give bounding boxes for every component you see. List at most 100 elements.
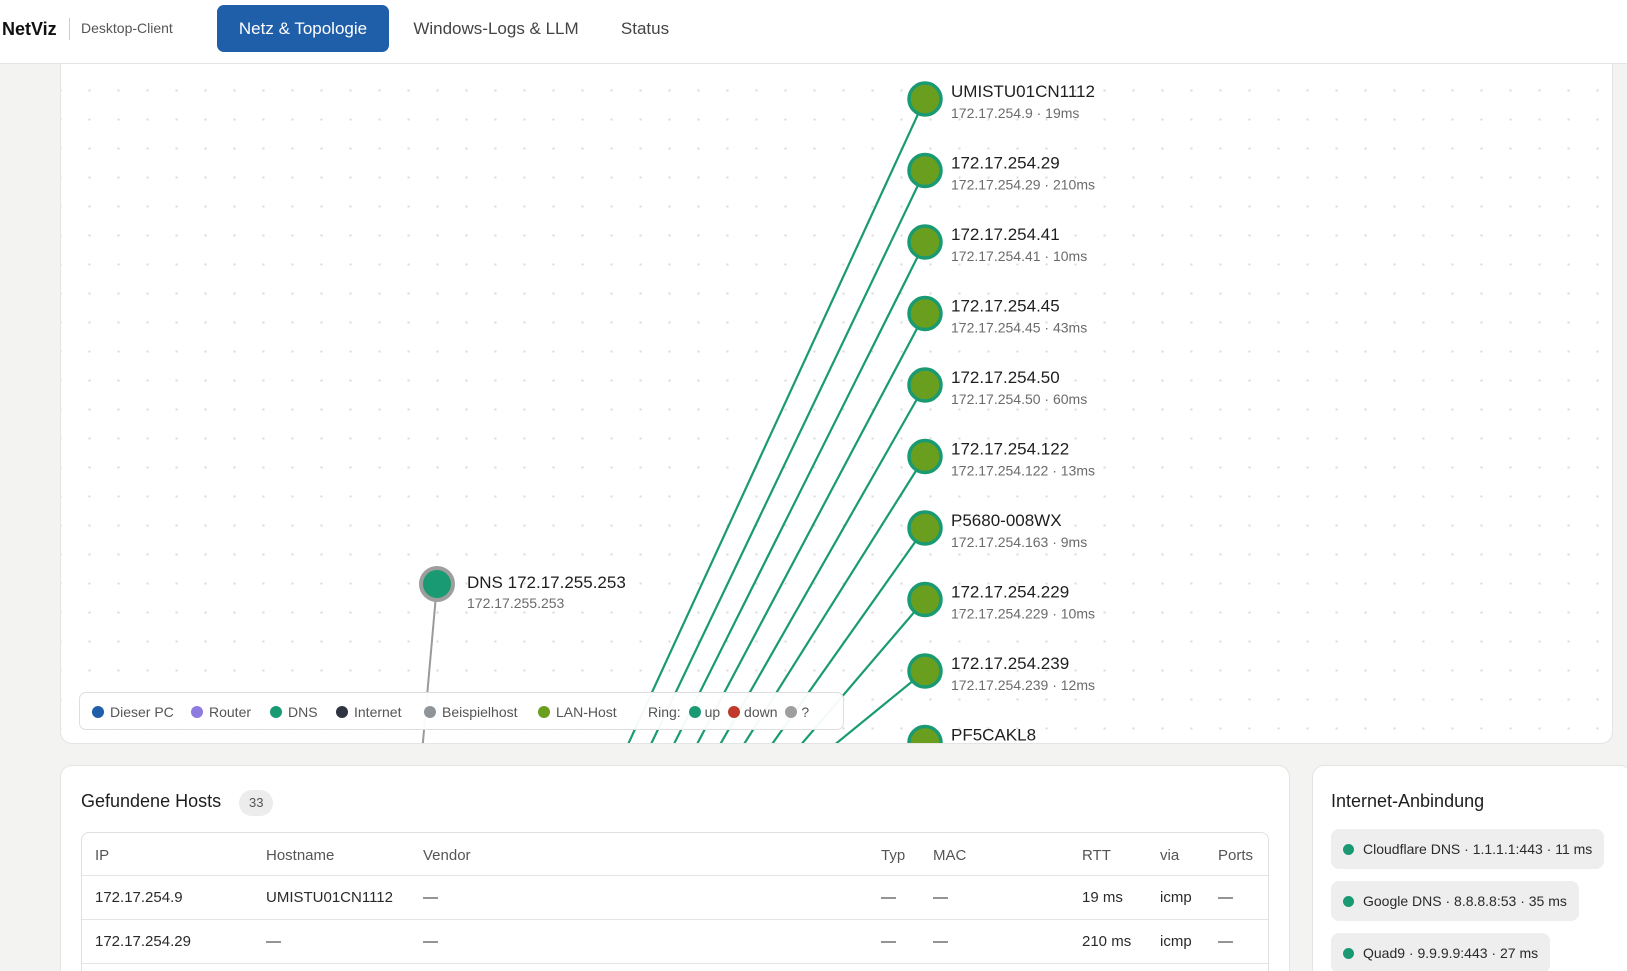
status-up-icon bbox=[1343, 896, 1354, 907]
edge-host bbox=[650, 170, 926, 743]
col-header-mac[interactable]: MAC bbox=[933, 847, 967, 864]
legend-ring: Ring: up down ? bbox=[648, 704, 809, 720]
cell-vendor: — bbox=[423, 889, 438, 906]
col-header-ip[interactable]: IP bbox=[95, 847, 110, 864]
legend-item-lan-host: LAN-Host bbox=[538, 704, 617, 720]
topology-canvas[interactable]: DNS 172.17.255.253 172.17.255.253 UMISTU01… bbox=[60, 64, 1613, 744]
table-row[interactable]: 172.17.254.29 — — — — 210 ms icmp — bbox=[82, 920, 1268, 964]
tab-netz-topologie[interactable]: Netz & Topologie bbox=[217, 5, 389, 52]
node-lan-host[interactable]: 172.17.254.229 172.17.254.229 · 10ms bbox=[907, 581, 1095, 622]
node-lan-host[interactable]: 172.17.254.239 172.17.254.239 · 12ms bbox=[907, 653, 1095, 693]
node-dns[interactable]: DNS 172.17.255.253 172.17.255.253 bbox=[419, 566, 626, 611]
node-host-sub: 172.17.254.163 · 9ms bbox=[951, 534, 1087, 550]
node-host-sub: 172.17.254.239 · 12ms bbox=[951, 677, 1095, 693]
col-header-via[interactable]: via bbox=[1160, 847, 1180, 864]
legend-dot-icon bbox=[424, 706, 436, 718]
node-host-sub: 172.17.254.41 · 10ms bbox=[951, 248, 1087, 264]
legend-dot-icon bbox=[191, 706, 203, 718]
cell-rtt: 210 ms bbox=[1082, 933, 1132, 950]
legend-dot-icon bbox=[538, 706, 550, 718]
legend-label: Beispielhost bbox=[442, 704, 518, 720]
legend-label: Router bbox=[209, 704, 252, 720]
cell-ip: 172.17.254.29 bbox=[95, 933, 191, 950]
edge-host bbox=[800, 598, 926, 743]
node-lan-host[interactable]: 172.17.254.50 172.17.254.50 · 60ms bbox=[907, 367, 1087, 407]
internet-check-label: Google DNS · 8.8.8.8:53 · 35 ms bbox=[1363, 893, 1567, 909]
cell-mac: — bbox=[933, 889, 948, 906]
node-lan-host-circle bbox=[907, 510, 943, 546]
node-dns-circle bbox=[419, 566, 455, 602]
cell-mac: — bbox=[933, 933, 948, 950]
status-up-icon bbox=[1343, 844, 1354, 855]
topology-nodes: DNS 172.17.255.253 172.17.255.253 UMISTU01… bbox=[419, 81, 1095, 745]
ring-up-label: up bbox=[704, 704, 721, 720]
node-host-title: 172.17.254.122 bbox=[951, 440, 1069, 459]
tab-status[interactable]: Status bbox=[620, 19, 670, 38]
node-host-title: PF5CAKL8 bbox=[951, 726, 1036, 745]
edge-host bbox=[696, 312, 926, 743]
legend-ring-label: Ring: bbox=[648, 704, 681, 720]
legend-label: Dieser PC bbox=[110, 704, 174, 720]
legend-item-beispielhost: Beispielhost bbox=[424, 704, 518, 720]
legend-label: LAN-Host bbox=[556, 704, 617, 720]
internet-check-google[interactable]: Google DNS · 8.8.8.8:53 · 35 ms bbox=[1331, 881, 1579, 921]
cell-typ: — bbox=[881, 889, 896, 906]
node-lan-host-circle bbox=[907, 367, 943, 403]
node-host-sub: 172.17.254.229 · 10ms bbox=[951, 606, 1095, 622]
internet-panel: Internet-Anbindung Cloudflare DNS · 1.1.… bbox=[1312, 765, 1627, 971]
col-header-hostname[interactable]: Hostname bbox=[266, 847, 335, 864]
edge-dns bbox=[421, 583, 438, 743]
node-host-title: 172.17.254.229 bbox=[951, 583, 1069, 602]
app-brand: NetViz bbox=[2, 19, 57, 39]
top-bar: NetViz Desktop-Client Netz & Topologie W… bbox=[0, 0, 1627, 64]
node-lan-host-circle bbox=[907, 224, 943, 260]
topology-legend: Dieser PC Router DNS Internet Beispielho… bbox=[79, 692, 844, 730]
node-host-sub: 172.17.254.50 · 60ms bbox=[951, 391, 1087, 407]
internet-panel-title: Internet-Anbindung bbox=[1331, 791, 1485, 811]
node-lan-host[interactable]: 172.17.254.41 172.17.254.41 · 10ms bbox=[907, 224, 1087, 264]
cell-vendor: — bbox=[423, 933, 438, 950]
node-host-sub: 172.17.254.45 · 43ms bbox=[951, 320, 1087, 336]
node-lan-host[interactable]: 172.17.254.122 172.17.254.122 · 13ms bbox=[907, 438, 1095, 479]
edge-host bbox=[719, 384, 926, 743]
hosts-panel-title: Gefundene Hosts bbox=[81, 791, 222, 811]
node-host-title: 172.17.254.239 bbox=[951, 654, 1069, 673]
node-lan-host-circle bbox=[907, 295, 943, 332]
legend-dot-icon bbox=[270, 706, 282, 718]
brand-divider bbox=[69, 18, 70, 40]
topology-graph[interactable]: DNS 172.17.255.253 172.17.255.253 UMISTU01… bbox=[61, 64, 1613, 744]
node-host-title: 172.17.254.29 bbox=[951, 154, 1060, 173]
node-lan-host[interactable]: 172.17.254.45 172.17.254.45 · 43ms bbox=[907, 295, 1087, 336]
node-lan-host-circle bbox=[907, 152, 943, 189]
cell-hostname: — bbox=[266, 933, 281, 950]
table-header-row: IP Hostname Vendor Typ MAC RTT via Ports bbox=[82, 833, 1268, 876]
node-lan-host[interactable]: 172.17.254.29 172.17.254.29 · 210ms bbox=[907, 152, 1095, 193]
node-lan-host[interactable]: PF5CAKL8 bbox=[907, 724, 1036, 745]
internet-check-quad9[interactable]: Quad9 · 9.9.9.9:443 · 27 ms bbox=[1331, 933, 1551, 971]
col-header-ports[interactable]: Ports bbox=[1218, 847, 1254, 864]
internet-check-label: Cloudflare DNS · 1.1.1.1:443 · 11 ms bbox=[1363, 841, 1593, 857]
legend-dot-icon bbox=[336, 706, 348, 718]
node-host-title: 172.17.254.41 bbox=[951, 225, 1060, 244]
cell-ports: — bbox=[1218, 933, 1233, 950]
internet-check-cloudflare[interactable]: Cloudflare DNS · 1.1.1.1:443 · 11 ms bbox=[1331, 829, 1605, 869]
cell-typ: — bbox=[881, 933, 896, 950]
col-header-vendor[interactable]: Vendor bbox=[423, 847, 471, 864]
status-up-icon bbox=[1343, 948, 1354, 959]
legend-label: Internet bbox=[354, 704, 402, 720]
table-row[interactable]: 172.17.254.9 UMISTU01CN1112 — — — 19 ms … bbox=[82, 876, 1268, 920]
node-host-title: UMISTU01CN1112 bbox=[951, 82, 1095, 101]
node-host-sub: 172.17.254.122 · 13ms bbox=[951, 463, 1095, 479]
node-lan-host[interactable]: UMISTU01CN1112 172.17.254.9 · 19ms bbox=[907, 81, 1095, 121]
edge-host bbox=[835, 670, 926, 743]
cell-ports: — bbox=[1218, 889, 1233, 906]
node-lan-host-circle bbox=[907, 653, 943, 689]
node-lan-host[interactable]: P5680-008WX 172.17.254.163 · 9ms bbox=[907, 510, 1087, 550]
node-host-title: 172.17.254.45 bbox=[951, 297, 1060, 316]
cell-rtt: 19 ms bbox=[1082, 889, 1123, 906]
col-header-typ[interactable]: Typ bbox=[881, 847, 906, 864]
col-header-rtt[interactable]: RTT bbox=[1082, 847, 1111, 864]
node-lan-host-circle bbox=[907, 81, 943, 117]
node-host-sub: 172.17.254.9 · 19ms bbox=[951, 105, 1079, 121]
tab-windows-logs-llm[interactable]: Windows-Logs & LLM bbox=[413, 19, 579, 38]
